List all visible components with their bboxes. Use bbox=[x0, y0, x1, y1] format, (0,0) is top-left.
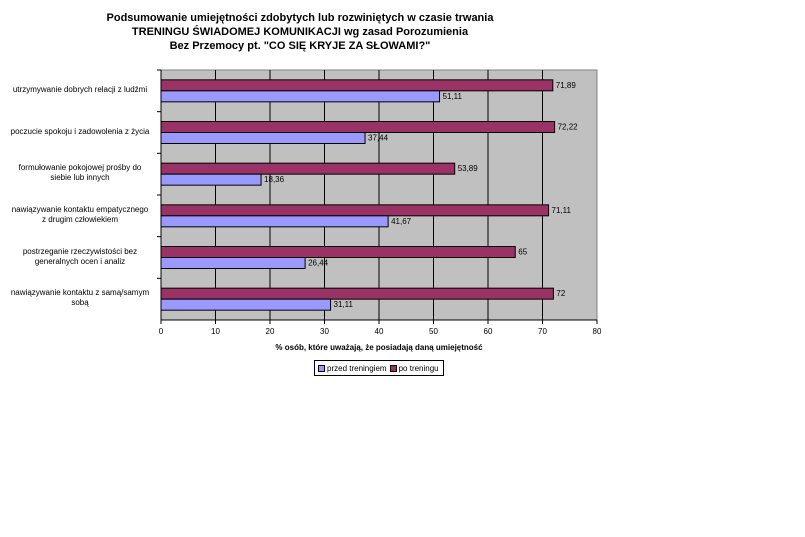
x-tick-label: 10 bbox=[211, 327, 220, 336]
data-label: 18,36 bbox=[264, 175, 285, 184]
bar-before bbox=[160, 215, 389, 228]
legend-item-after: po treningu bbox=[389, 363, 439, 373]
data-label: 72 bbox=[556, 289, 565, 298]
bar-after bbox=[160, 204, 550, 217]
legend-swatch-before bbox=[318, 364, 325, 372]
data-label: 26,44 bbox=[308, 259, 329, 268]
x-tick-label: 40 bbox=[374, 327, 384, 336]
legend: przed treningiem po treningu bbox=[314, 360, 444, 376]
chart-title-line-1: Podsumowanie umiejętności zdobytych lub … bbox=[106, 12, 494, 24]
bar-before bbox=[160, 90, 441, 103]
legend-item-before: przed treningiem bbox=[318, 364, 387, 373]
bar-after bbox=[160, 162, 456, 175]
x-tick-label: 30 bbox=[320, 327, 329, 336]
bar-before bbox=[160, 298, 332, 311]
bar-after bbox=[160, 287, 554, 300]
bar-before bbox=[160, 173, 262, 186]
category-label-line: generalnych ocen i analiz bbox=[34, 256, 126, 266]
category-label-line: postrzeganie rzeczywistości bez bbox=[22, 246, 138, 256]
data-label: 53,89 bbox=[458, 164, 479, 173]
data-label: 65 bbox=[518, 248, 527, 257]
category-label-line: sobą bbox=[71, 298, 89, 308]
category-label-line: nawiązywanie kontaktu z samą/samym bbox=[10, 288, 150, 298]
category-label: formułowanie pokojowej prośby do siebie l… bbox=[5, 163, 155, 183]
data-label: 71,89 bbox=[556, 81, 577, 90]
category-label-line: nawiązywanie kontaktu empatycznego bbox=[11, 204, 149, 214]
bar-before bbox=[160, 257, 306, 269]
bar-after bbox=[160, 121, 556, 133]
x-tick-label: 70 bbox=[538, 327, 547, 336]
chart-title-line-3: Bez Przemocy pt. "CO SIĘ KRYJE ZA SŁOWAM… bbox=[169, 40, 431, 52]
category-label: nawiązywanie kontaktu empatycznego z drug… bbox=[5, 205, 155, 225]
data-label: 72,22 bbox=[558, 123, 579, 132]
category-label-line: z drugim człowiekiem bbox=[41, 214, 119, 224]
bar-after bbox=[160, 79, 554, 92]
category-label-line: siebie lub innych bbox=[50, 173, 110, 183]
data-label: 31,11 bbox=[334, 300, 354, 309]
chart-title-line-2: TRENINGU ŚWIADOMEJ KOMUNIKACJI wg zasad … bbox=[131, 26, 469, 38]
category-label: poczucie spokoju i zadowolenia z życia bbox=[5, 127, 155, 137]
category-label: postrzeganie rzeczywistości bez generalny… bbox=[5, 247, 155, 267]
category-label: nawiązywanie kontaktu z samą/samym sobą bbox=[5, 288, 155, 308]
x-tick-label: 60 bbox=[483, 327, 493, 336]
legend-label-before: przed treningiem bbox=[327, 363, 387, 373]
x-axis-label: % osób, które uważają, że posiadają daną… bbox=[275, 343, 483, 352]
data-label: 71,11 bbox=[552, 206, 572, 215]
data-label: 41,67 bbox=[391, 217, 412, 226]
category-label-line: formułowanie pokojowej prośby do bbox=[18, 163, 142, 173]
x-tick-label: 80 bbox=[592, 327, 602, 336]
x-tick-label: 20 bbox=[265, 327, 275, 336]
data-label: 51,11 bbox=[443, 92, 463, 101]
x-tick-label: 0 bbox=[158, 327, 164, 336]
bar-after bbox=[160, 246, 516, 258]
x-tick-label: 50 bbox=[429, 327, 438, 336]
data-label: 37,44 bbox=[368, 134, 389, 143]
category-label: utrzymywanie dobrych relacji z ludźmi bbox=[5, 85, 155, 95]
bar-before bbox=[160, 132, 366, 144]
category-label-line: utrzymywanie dobrych relacji z ludźmi bbox=[12, 84, 148, 94]
legend-swatch-after bbox=[389, 364, 397, 372]
category-label-line: poczucie spokoju i zadowolenia z życia bbox=[10, 126, 150, 136]
legend-label-after: po treningu bbox=[398, 363, 439, 373]
